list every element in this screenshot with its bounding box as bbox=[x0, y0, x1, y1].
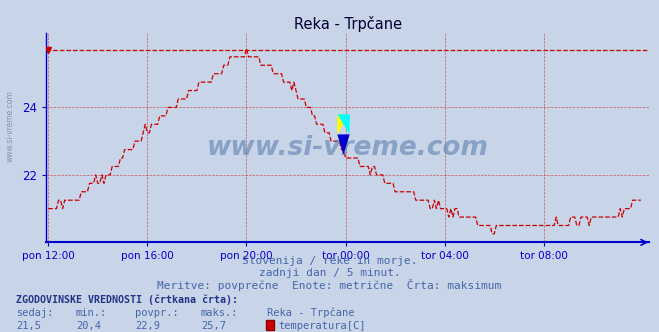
Text: 22,9: 22,9 bbox=[135, 321, 160, 331]
Polygon shape bbox=[337, 114, 350, 134]
Title: Reka - Trpčane: Reka - Trpčane bbox=[293, 16, 402, 32]
Polygon shape bbox=[337, 114, 350, 134]
Text: sedaj:: sedaj: bbox=[16, 308, 54, 318]
Text: temperatura[C]: temperatura[C] bbox=[278, 321, 366, 331]
Text: 20,4: 20,4 bbox=[76, 321, 101, 331]
Text: povpr.:: povpr.: bbox=[135, 308, 179, 318]
Text: www.si-vreme.com: www.si-vreme.com bbox=[5, 90, 14, 162]
Text: Slovenija / reke in morje.: Slovenija / reke in morje. bbox=[242, 256, 417, 266]
Polygon shape bbox=[337, 134, 350, 155]
Text: 21,5: 21,5 bbox=[16, 321, 42, 331]
Text: www.si-vreme.com: www.si-vreme.com bbox=[207, 135, 488, 161]
Text: ZGODOVINSKE VREDNOSTI (črtkana črta):: ZGODOVINSKE VREDNOSTI (črtkana črta): bbox=[16, 294, 239, 305]
Text: Meritve: povprečne  Enote: metrične  Črta: maksimum: Meritve: povprečne Enote: metrične Črta:… bbox=[158, 279, 501, 290]
Text: min.:: min.: bbox=[76, 308, 107, 318]
Text: zadnji dan / 5 minut.: zadnji dan / 5 minut. bbox=[258, 268, 401, 278]
Text: maks.:: maks.: bbox=[201, 308, 239, 318]
Text: 25,7: 25,7 bbox=[201, 321, 226, 331]
Text: Reka - Trpčane: Reka - Trpčane bbox=[267, 307, 355, 318]
